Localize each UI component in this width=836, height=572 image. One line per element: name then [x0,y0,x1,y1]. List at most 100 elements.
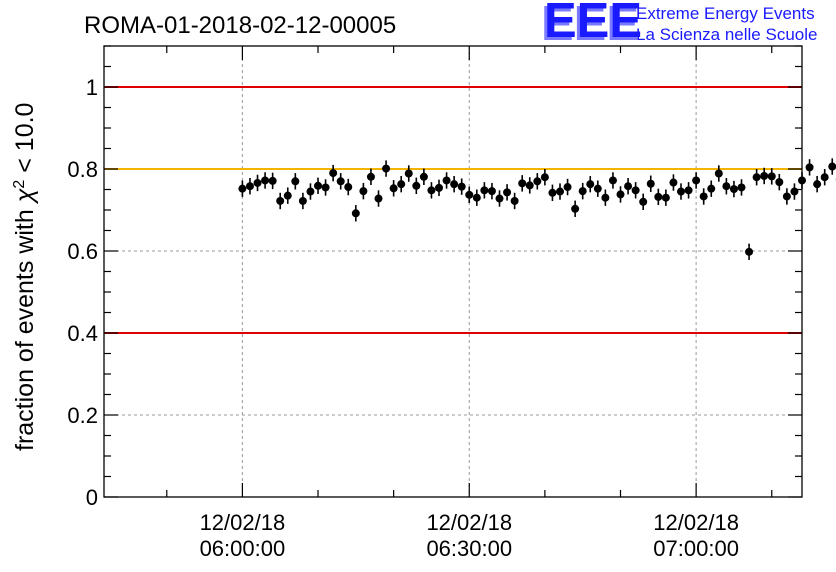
data-point [495,190,504,207]
data-marker [707,184,716,193]
data-point [503,184,512,201]
data-marker [321,183,330,192]
data-marker [397,180,406,189]
data-point [457,178,466,195]
data-point [419,168,428,185]
data-marker [435,183,444,192]
data-point [540,169,549,186]
data-marker [767,172,776,181]
data-marker [495,194,504,203]
data-marker [578,187,587,196]
x-tick-label-time: 06:30:00 [426,536,512,561]
data-point [624,178,633,195]
data-point [351,205,360,222]
data-point [707,180,716,197]
data-marker [714,169,723,178]
data-marker [775,178,784,187]
data-marker [261,176,270,185]
data-marker [268,176,277,185]
x-tick-label-date: 12/02/18 [426,510,512,535]
data-marker [487,187,496,196]
data-point [608,172,617,189]
data-marker [336,177,345,186]
data-marker [608,176,617,185]
data-point [760,167,769,185]
data-point [828,158,836,175]
data-point [684,182,693,199]
data-marker [314,181,323,190]
data-marker [760,171,769,180]
y-axis-label-suffix: < 10.0 [11,103,39,180]
data-marker [480,186,489,195]
y-tick-label: 1 [86,75,98,100]
data-marker [737,183,746,192]
data-point [639,193,648,210]
data-marker [245,182,254,191]
data-marker [722,182,731,191]
data-marker [601,193,610,202]
data-point [344,178,353,196]
data-point [669,174,678,191]
data-marker [427,186,436,195]
data-point [593,180,602,197]
data-point [329,164,338,182]
data-point [616,186,625,203]
data-marker [692,176,701,185]
logo: EEE EEE Extreme Energy Events La Scienza… [541,0,817,51]
logo-line-2: La Scienza nelle Scuole [636,25,817,44]
data-point [631,182,640,199]
data-marker [382,164,391,173]
data-marker [646,179,655,188]
data-point [412,177,421,195]
data-point [253,174,262,192]
data-marker [412,181,421,190]
data-marker [556,187,565,196]
data-marker [351,209,360,218]
x-tick-label-time: 06:00:00 [200,536,286,561]
data-point [261,172,270,189]
data-point [397,175,406,193]
data-point [276,192,285,210]
data-marker [465,190,474,199]
data-point [487,182,496,200]
data-marker [631,186,640,195]
data-point [450,175,459,193]
data-marker [510,196,519,205]
data-marker [563,183,572,192]
data-marker [586,180,595,189]
data-point [586,175,595,193]
data-marker [442,176,451,185]
data-point [510,192,519,210]
data-point [737,179,746,196]
data-point [677,183,686,200]
data-point [729,180,738,198]
data-marker [253,178,262,187]
data-point [374,190,383,207]
data-point [283,187,292,204]
data-marker [661,193,670,202]
data-marker [359,187,368,196]
data-marker [374,194,383,203]
data-point [699,188,708,205]
data-point [427,182,436,199]
data-marker [813,180,822,189]
data-point [389,180,398,197]
logo-mark-shadow: EEE [541,0,639,51]
data-point [646,175,655,192]
data-point [268,172,277,190]
x-tick-label-date: 12/02/18 [653,510,739,535]
data-marker [805,163,814,172]
logo-mark: EEE [544,0,642,48]
data-point [813,175,822,193]
data-point [654,188,663,206]
data-point [366,168,375,185]
data-marker [276,196,285,205]
data-marker [593,184,602,193]
data-marker [624,182,633,191]
data-point [533,173,542,190]
data-marker [344,183,353,192]
data-marker [533,177,542,186]
data-marker [329,169,338,178]
data-marker [540,173,549,182]
chart-title: ROMA-01-2018-02-12-00005 [84,12,396,39]
